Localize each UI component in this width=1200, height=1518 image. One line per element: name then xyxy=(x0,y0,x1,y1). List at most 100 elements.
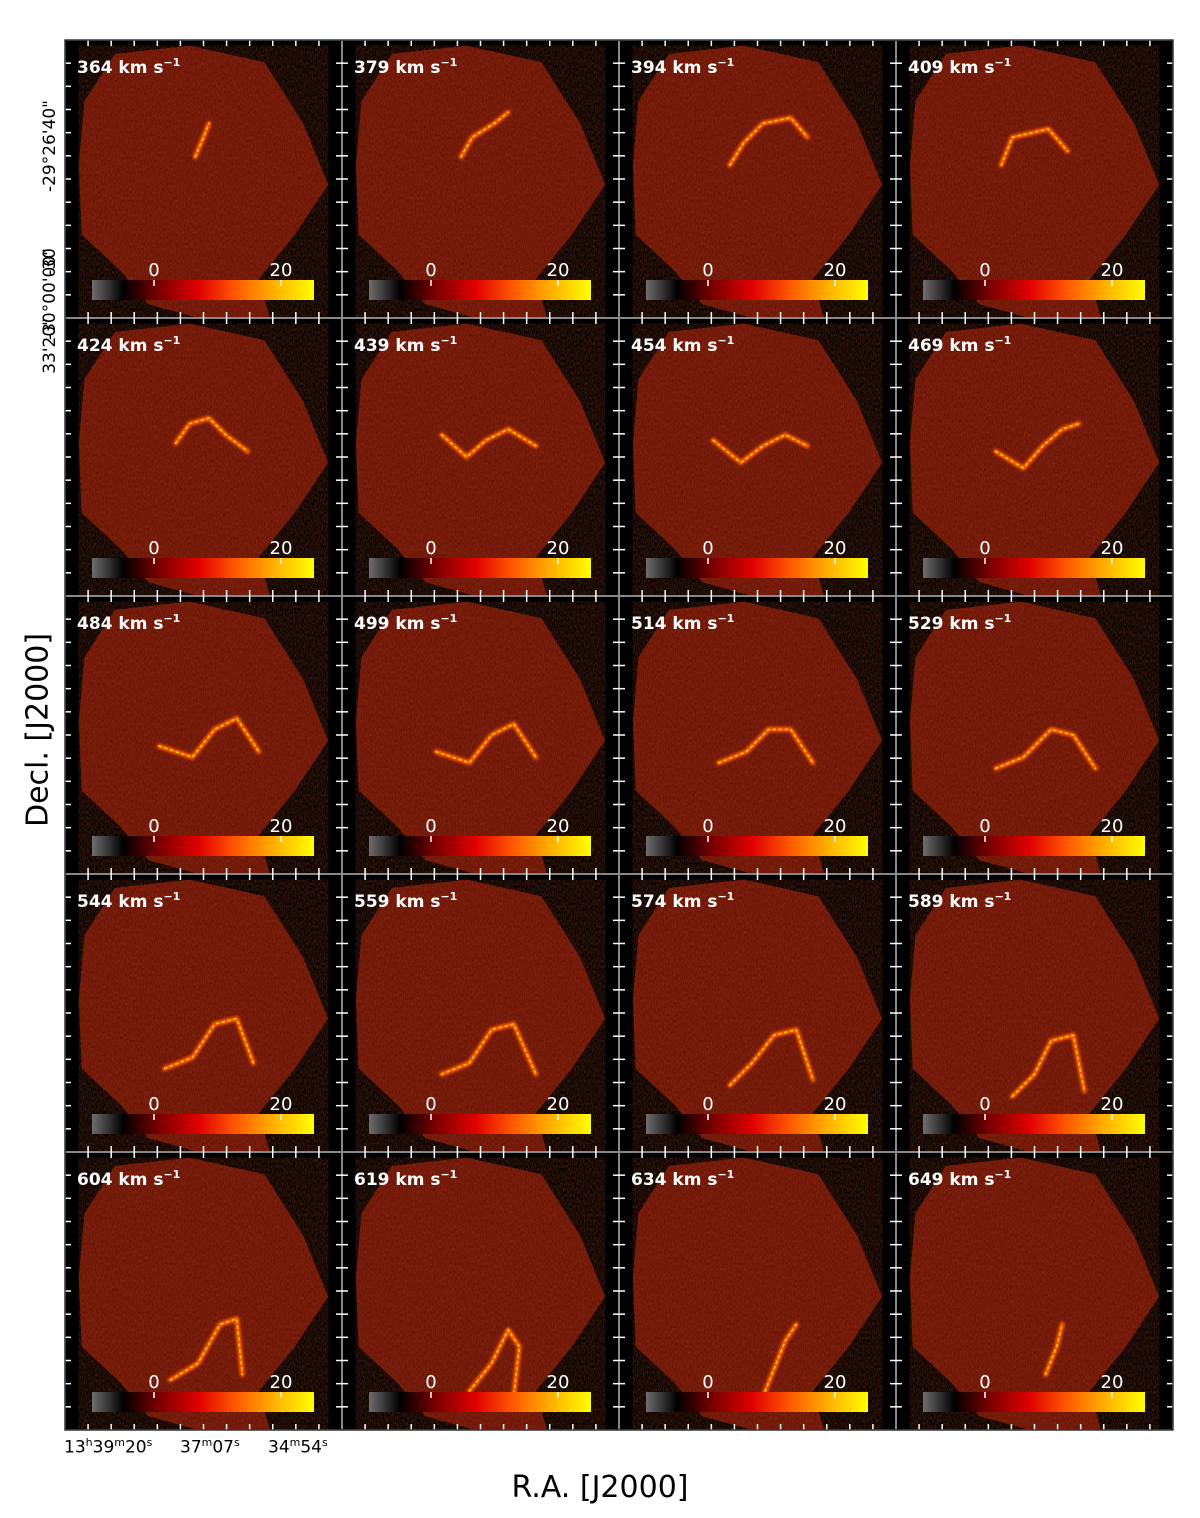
colorbar-tick-label: 20 xyxy=(547,1372,570,1393)
colorbar-tick-label: 0 xyxy=(425,816,436,837)
channel-panel: 394 km s−1 0 20 xyxy=(619,40,896,318)
channel-panel: 589 km s−1 0 20 xyxy=(896,874,1173,1152)
colorbar xyxy=(92,280,314,300)
noise-texture xyxy=(355,1157,606,1430)
colorbar-tick-label: 20 xyxy=(547,538,570,559)
dec-tick-label: 33'20" xyxy=(40,318,60,374)
colorbar-tick-label: 20 xyxy=(824,816,847,837)
colorbar xyxy=(92,836,314,856)
channel-panel: 604 km s−1 0 20 xyxy=(65,1152,342,1430)
channel-panel: 559 km s−1 0 20 xyxy=(342,874,619,1152)
velocity-label: 484 km s−1 xyxy=(77,612,180,634)
emission-peak xyxy=(1011,1034,1086,1098)
channel-panel: 439 km s−1 0 20 xyxy=(342,318,619,596)
colorbar xyxy=(646,1392,868,1412)
velocity-label: 409 km s−1 xyxy=(908,56,1011,78)
channel-panel: 424 km s−1 0 20 xyxy=(65,318,342,596)
colorbar-tick-label: 20 xyxy=(547,260,570,281)
velocity-label: 499 km s−1 xyxy=(354,612,457,634)
colorbar xyxy=(92,558,314,578)
channel-panel: 649 km s−1 0 20 xyxy=(896,1152,1173,1430)
noise-texture xyxy=(78,45,329,318)
y-axis-label: Decl. [J2000] xyxy=(20,632,56,828)
noise-texture xyxy=(78,1157,329,1430)
colorbar xyxy=(92,1114,314,1134)
ra-tick-label: 37m07s xyxy=(180,1436,240,1458)
channel-panel: 484 km s−1 0 20 xyxy=(65,596,342,874)
colorbar xyxy=(369,558,591,578)
emission-peak xyxy=(717,728,814,764)
colorbar-tick-label: 20 xyxy=(824,260,847,281)
colorbar xyxy=(646,1114,868,1134)
colorbar-tick-label: 0 xyxy=(148,816,159,837)
channel-panel: 529 km s−1 0 20 xyxy=(896,596,1173,874)
colorbar-tick-label: 20 xyxy=(547,816,570,837)
colorbar-tick-label: 20 xyxy=(1101,538,1124,559)
colorbar-tick-label: 20 xyxy=(1101,260,1124,281)
colorbar-tick-label: 0 xyxy=(979,1094,990,1115)
emission-peak xyxy=(440,1023,537,1075)
colorbar xyxy=(646,558,868,578)
ra-tick-label: 34m54s xyxy=(268,1436,328,1458)
channel-panel: 619 km s−1 0 20 xyxy=(342,1152,619,1430)
noise-texture xyxy=(909,45,1160,318)
colorbar-tick-label: 0 xyxy=(979,1372,990,1393)
velocity-label: 559 km s−1 xyxy=(354,890,457,912)
colorbar xyxy=(369,280,591,300)
velocity-label: 454 km s−1 xyxy=(631,334,734,356)
velocity-label: 424 km s−1 xyxy=(77,334,180,356)
emission-peak xyxy=(435,722,537,764)
colorbar-tick-label: 0 xyxy=(425,1372,436,1393)
emission-peak xyxy=(994,422,1080,470)
noise-texture xyxy=(909,879,1160,1152)
channel-panel: 574 km s−1 0 20 xyxy=(619,874,896,1152)
emission-peak xyxy=(1044,1323,1063,1376)
dec-tick-label: -30 xyxy=(40,248,60,276)
velocity-label: 619 km s−1 xyxy=(354,1168,457,1190)
dec-tick-label: -29°26'40" xyxy=(40,100,60,193)
emission-peak xyxy=(468,1328,521,1398)
velocity-label: 469 km s−1 xyxy=(908,334,1011,356)
emission-arc xyxy=(760,1321,799,1400)
colorbar-tick-label: 0 xyxy=(702,816,713,837)
noise-texture xyxy=(355,323,606,596)
channel-panel: 499 km s−1 0 20 xyxy=(342,596,619,874)
noise-texture xyxy=(78,323,329,596)
noise-texture xyxy=(78,879,329,1152)
colorbar xyxy=(923,836,1145,856)
emission-peak xyxy=(169,1317,244,1381)
colorbar-tick-label: 0 xyxy=(425,1094,436,1115)
ra-tick-label: 13h39m20s xyxy=(64,1436,153,1458)
colorbar xyxy=(369,1114,591,1134)
colorbar-tick-label: 0 xyxy=(979,816,990,837)
noise-texture xyxy=(909,323,1160,596)
colorbar-tick-label: 20 xyxy=(824,1372,847,1393)
colorbar-tick-label: 20 xyxy=(270,538,293,559)
velocity-label: 529 km s−1 xyxy=(908,612,1011,634)
grid-frame xyxy=(64,39,1174,1431)
noise-texture xyxy=(355,879,606,1152)
colorbar-tick-label: 0 xyxy=(979,538,990,559)
emission-peak xyxy=(460,111,509,158)
noise-texture xyxy=(632,879,883,1152)
velocity-label: 379 km s−1 xyxy=(354,56,457,78)
colorbar-tick-label: 20 xyxy=(1101,1372,1124,1393)
colorbar-tick-label: 0 xyxy=(148,538,159,559)
colorbar-tick-label: 0 xyxy=(148,260,159,281)
channel-panel: 364 km s−1 0 20 xyxy=(65,40,342,318)
noise-texture xyxy=(355,45,606,318)
colorbar-tick-label: 20 xyxy=(270,260,293,281)
colorbar-tick-label: 0 xyxy=(979,260,990,281)
colorbar-tick-label: 20 xyxy=(1101,1094,1124,1115)
channel-panel: 454 km s−1 0 20 xyxy=(619,318,896,596)
noise-texture xyxy=(909,1157,1160,1430)
colorbar-tick-label: 0 xyxy=(702,1372,713,1393)
colorbar-tick-label: 20 xyxy=(547,1094,570,1115)
colorbar-tick-label: 0 xyxy=(148,1372,159,1393)
channel-panel: 379 km s−1 0 20 xyxy=(342,40,619,318)
velocity-label: 634 km s−1 xyxy=(631,1168,734,1190)
channel-panel: 409 km s−1 0 20 xyxy=(896,40,1173,318)
colorbar xyxy=(646,280,868,300)
colorbar xyxy=(923,558,1145,578)
